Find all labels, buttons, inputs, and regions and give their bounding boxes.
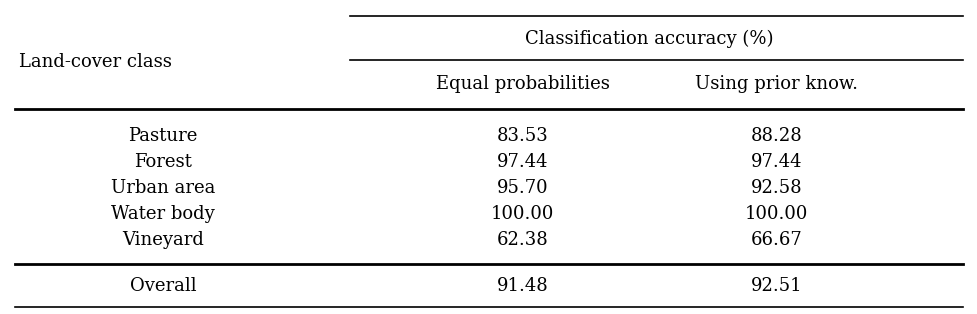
Text: Equal probabilities: Equal probabilities (435, 75, 609, 93)
Text: Land-cover class: Land-cover class (20, 53, 172, 71)
Text: 88.28: 88.28 (750, 127, 801, 145)
Text: Classification accuracy (%): Classification accuracy (%) (525, 30, 773, 48)
Text: 95.70: 95.70 (496, 179, 548, 197)
Text: Using prior know.: Using prior know. (695, 75, 857, 93)
Text: 100.00: 100.00 (744, 205, 807, 223)
Text: 91.48: 91.48 (496, 277, 548, 295)
Text: Water body: Water body (111, 205, 215, 223)
Text: 97.44: 97.44 (496, 153, 548, 171)
Text: Overall: Overall (130, 277, 196, 295)
Text: Urban area: Urban area (110, 179, 215, 197)
Text: 62.38: 62.38 (496, 231, 548, 249)
Text: 92.58: 92.58 (750, 179, 801, 197)
Text: Forest: Forest (134, 153, 191, 171)
Text: 83.53: 83.53 (496, 127, 548, 145)
Text: 100.00: 100.00 (490, 205, 554, 223)
Text: Vineyard: Vineyard (122, 231, 204, 249)
Text: 97.44: 97.44 (750, 153, 801, 171)
Text: Pasture: Pasture (128, 127, 197, 145)
Text: 92.51: 92.51 (750, 277, 801, 295)
Text: 66.67: 66.67 (750, 231, 801, 249)
